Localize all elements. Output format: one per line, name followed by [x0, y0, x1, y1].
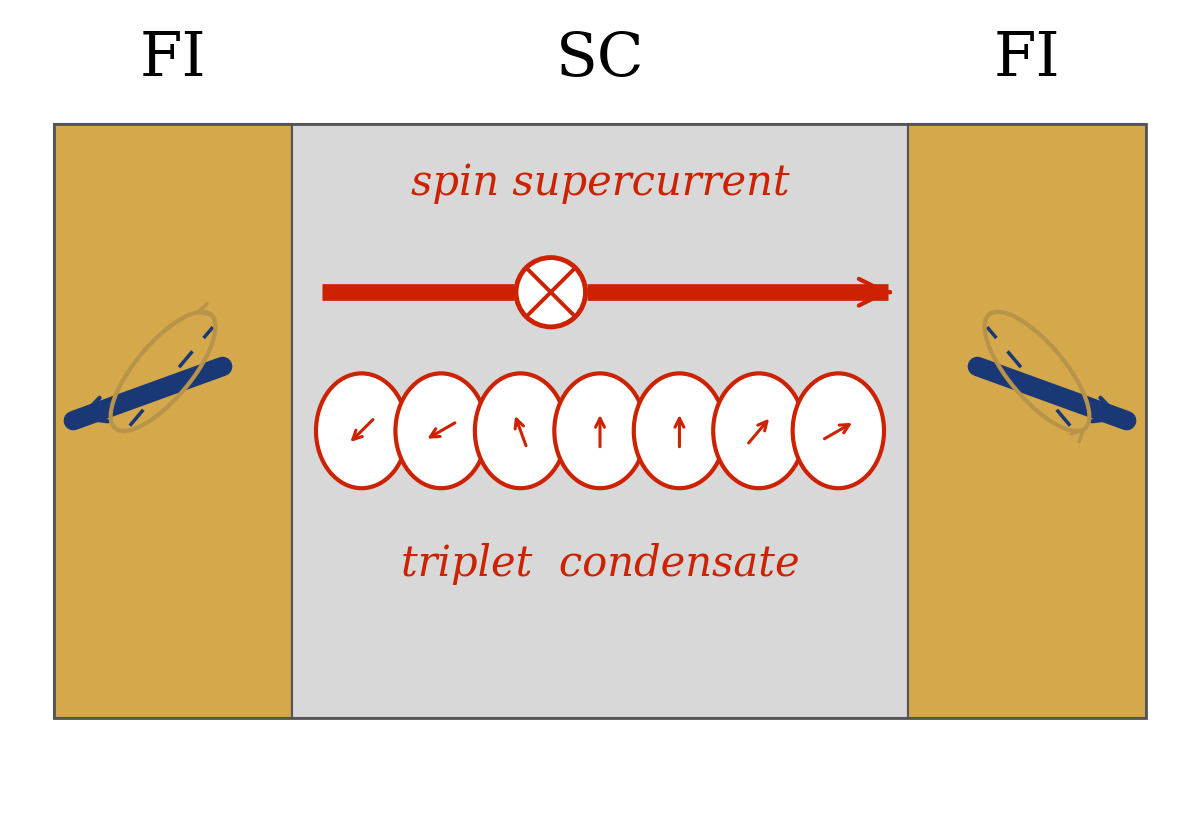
Ellipse shape — [316, 374, 407, 488]
Bar — [292, 124, 908, 718]
Ellipse shape — [475, 374, 566, 488]
Ellipse shape — [713, 374, 804, 488]
Text: triplet  condensate: triplet condensate — [401, 544, 799, 585]
Circle shape — [516, 258, 586, 327]
Ellipse shape — [634, 374, 725, 488]
Text: spin supercurrent: spin supercurrent — [410, 163, 790, 204]
Bar — [908, 124, 1146, 718]
Ellipse shape — [554, 374, 646, 488]
Text: FI: FI — [139, 30, 206, 89]
Bar — [54, 124, 292, 718]
Text: SC: SC — [556, 30, 644, 89]
Text: FI: FI — [994, 30, 1061, 89]
Ellipse shape — [793, 374, 884, 488]
Ellipse shape — [396, 374, 487, 488]
Bar — [54, 124, 1146, 718]
